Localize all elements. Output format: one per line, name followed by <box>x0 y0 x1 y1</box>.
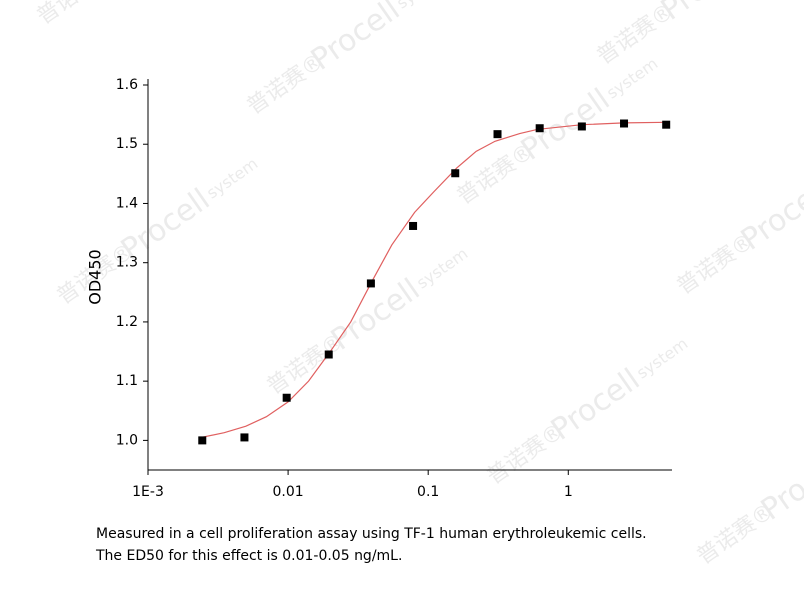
y-tick-label: 1.5 <box>116 136 138 152</box>
y-tick-label: 1.4 <box>116 195 138 211</box>
data-point <box>198 436 207 445</box>
y-tick-label: 1.0 <box>116 432 138 448</box>
data-point <box>366 279 375 288</box>
y-tick-label: 1.1 <box>116 373 138 389</box>
y-tick-label: 1.2 <box>116 314 138 330</box>
x-tick-label: 1 <box>564 484 573 500</box>
data-point <box>577 122 586 131</box>
watermark-text: Procell <box>515 82 616 168</box>
data-point <box>662 120 671 129</box>
watermark-text: system <box>633 334 691 383</box>
watermark-text: system <box>203 154 261 203</box>
fit-curve <box>201 121 667 439</box>
data-point <box>409 221 418 230</box>
x-tick-label: 1E-3 <box>132 484 164 500</box>
x-tick-label: 0.1 <box>417 484 439 500</box>
watermark-text: system <box>413 244 471 293</box>
data-point <box>324 350 333 359</box>
data-point <box>282 393 291 402</box>
watermark-text: Procell <box>325 272 426 358</box>
y-tick-label: 1.6 <box>116 77 138 93</box>
data-point <box>535 124 544 133</box>
data-point <box>493 130 502 139</box>
watermark-text: Procell <box>735 172 804 258</box>
watermark-text: Procell <box>545 362 646 448</box>
watermark-text: 普诺赛® <box>33 0 119 30</box>
data-point <box>451 169 460 178</box>
y-axis-label: OD450 <box>86 249 105 304</box>
caption: Measured in a cell proliferation assay u… <box>96 526 647 542</box>
watermark-text: Procell <box>305 0 406 78</box>
data-point <box>620 119 629 128</box>
watermark-text: system <box>393 0 451 13</box>
data-point <box>240 433 249 442</box>
x-tick-label: 0.01 <box>273 484 304 500</box>
caption: The ED50 for this effect is 0.01-0.05 ng… <box>95 548 402 564</box>
y-tick-label: 1.3 <box>116 255 138 271</box>
